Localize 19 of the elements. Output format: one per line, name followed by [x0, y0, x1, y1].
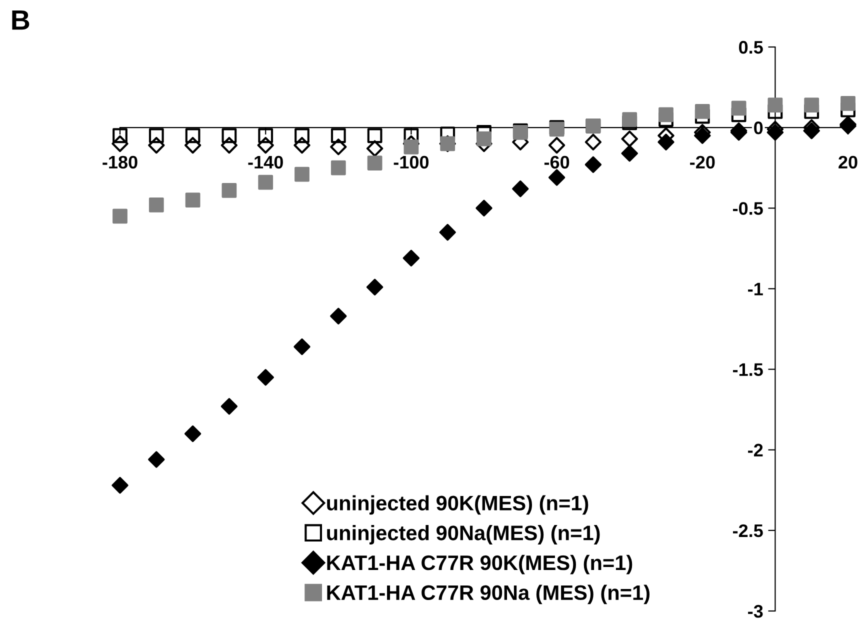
legend-label: KAT1-HA C77R 90Na (MES) (n=1)	[327, 584, 650, 604]
x-tick-label: -100	[394, 156, 429, 169]
x-tick-label: -180	[102, 156, 138, 169]
text: B	[12, 10, 30, 30]
y-tick-label: -2.5	[732, 524, 763, 538]
y-tick-label: -1.5	[732, 363, 763, 376]
legend-label: uninjected 90Na(MES) (n=1)	[327, 525, 600, 544]
y-tick-label: -1	[748, 282, 763, 296]
x-tick-label: -60	[544, 156, 570, 169]
y-tick-label: -3	[748, 604, 763, 618]
legend-label: uninjected 90K(MES) (n=1)	[327, 495, 588, 515]
x-tick-label: 20	[838, 156, 858, 169]
y-tick-label: -2	[748, 444, 763, 456]
y-tick-label: -0.5	[732, 202, 763, 215]
x-tick-label: -20	[690, 156, 715, 169]
y-tick-label: 0	[754, 122, 763, 134]
y-tick-label: 0.5	[739, 40, 763, 54]
legend-label: KAT1-HA C77R 90K(MES) (n=1)	[327, 554, 632, 574]
x-tick-label: -140	[248, 156, 283, 169]
